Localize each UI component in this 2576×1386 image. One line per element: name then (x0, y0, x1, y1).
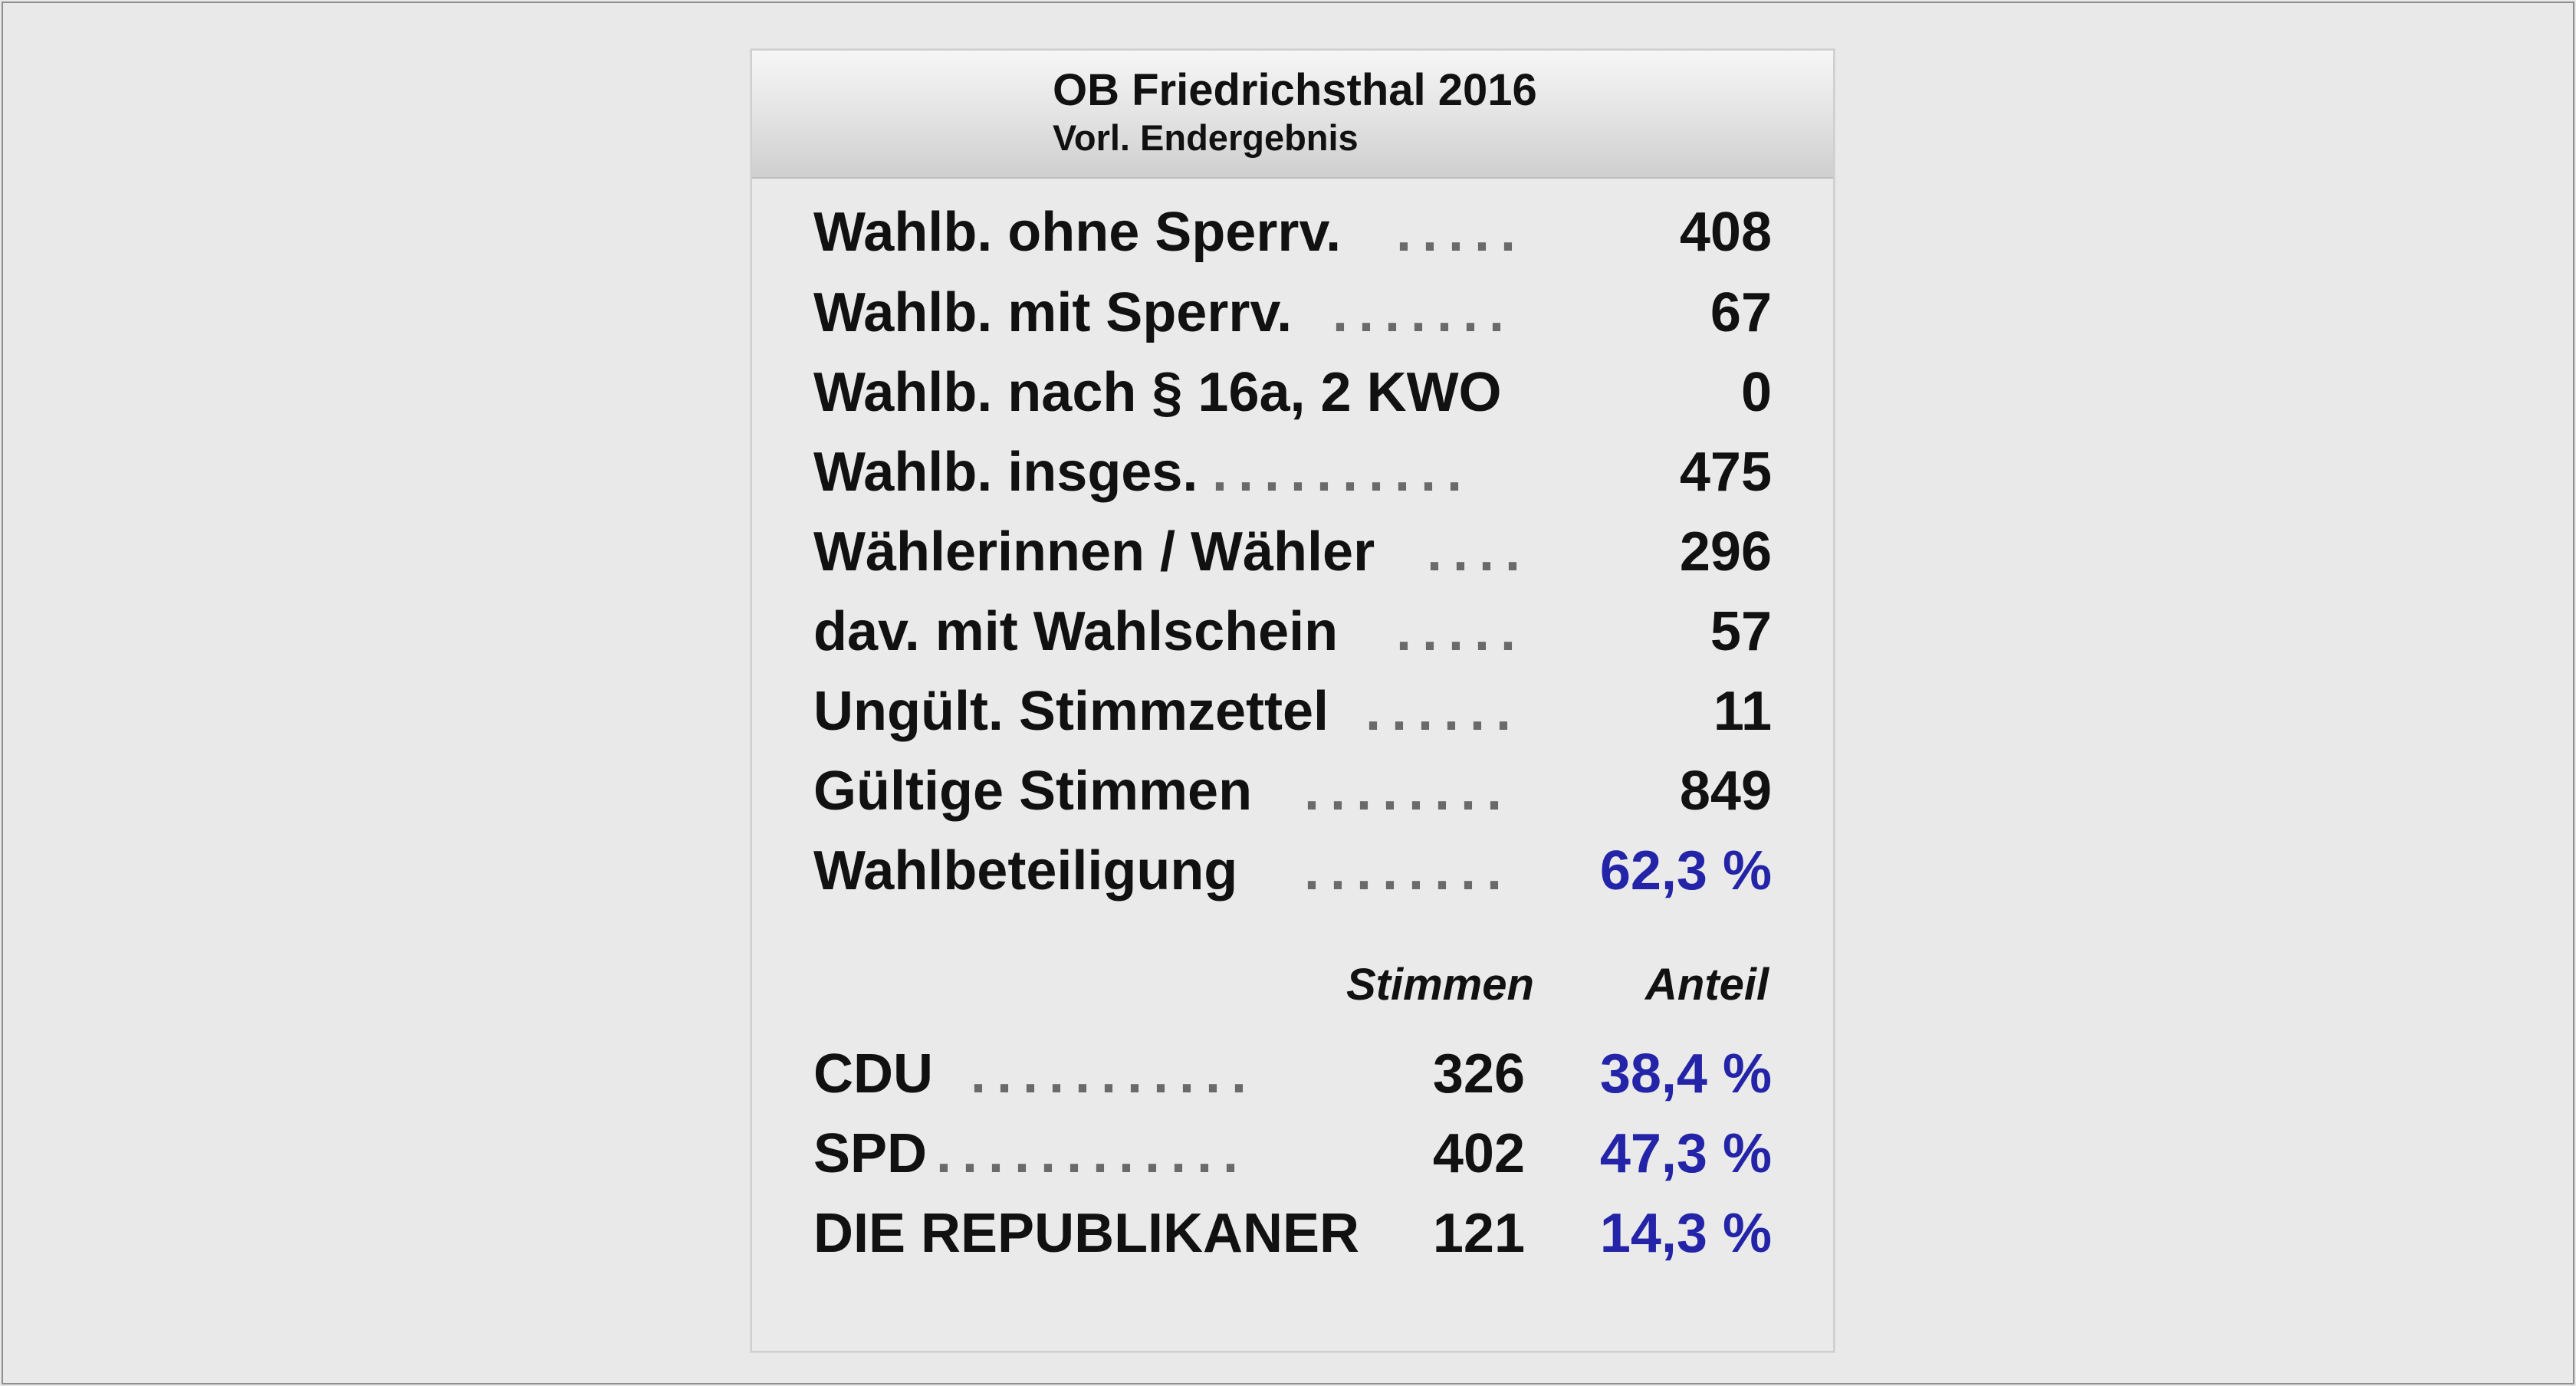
party-row: SPD ............ 402 47,3 % (813, 1119, 1772, 1188)
stat-label: Wahlb. nach § 16a, 2 KWO (813, 362, 1502, 423)
stat-value: 475 (1679, 442, 1772, 503)
leader-dots: ........ (1304, 840, 1513, 902)
stat-row: Wählerinnen / Wähler .... 296 (813, 517, 1772, 586)
leader-dots: ........ (1304, 760, 1513, 822)
stat-value: 67 (1710, 282, 1772, 343)
leader-dots: ..... (1396, 601, 1527, 662)
leader-dots: ..... (1396, 202, 1527, 263)
party-name: DIE REPUBLIKANER (813, 1203, 1360, 1264)
stat-row: Wahlb. insges. .......... 475 (813, 438, 1772, 507)
stat-row: dav. mit Wahlschein ..... 57 (813, 597, 1772, 666)
stat-row: Wahlb. ohne Sperrv. ..... 408 (813, 198, 1772, 267)
votes-column-header: Stimmen (1346, 960, 1534, 1010)
party-votes: 326 (1432, 1043, 1525, 1105)
stat-label: Wahlb. insges. (813, 442, 1198, 503)
leader-dots: ............ (936, 1123, 1250, 1184)
results-panel: OB Friedrichsthal 2016 Vorl. Endergebnis… (751, 49, 1835, 1352)
stat-value: 57 (1710, 601, 1772, 662)
panel-header: OB Friedrichsthal 2016 Vorl. Endergebnis (752, 51, 1833, 179)
stat-label: Wählerinnen / Wähler (813, 521, 1375, 583)
party-share: 38,4 % (1599, 1043, 1772, 1105)
party-share: 14,3 % (1599, 1203, 1772, 1264)
stat-label: Ungült. Stimmzettel (813, 681, 1329, 742)
stat-label: Gültige Stimmen (813, 760, 1253, 822)
stat-label: Wahlb. ohne Sperrv. (813, 202, 1342, 263)
leader-dots: ...... (1365, 681, 1523, 742)
leader-dots: ........... (971, 1043, 1258, 1105)
turnout-value: 62,3 % (1599, 840, 1772, 902)
party-name: CDU (813, 1043, 933, 1105)
stat-row: Ungült. Stimmzettel ...... 11 (813, 677, 1772, 746)
leader-dots: .... (1427, 521, 1532, 583)
stat-row: Gültige Stimmen ........ 849 (813, 757, 1772, 826)
party-votes: 121 (1432, 1203, 1525, 1264)
result-status: Vorl. Endergebnis (1053, 117, 1359, 158)
party-votes: 402 (1432, 1123, 1525, 1184)
stat-row: Wahlb. mit Sperrv. ....... 67 (813, 278, 1772, 347)
turnout-row: Wahlbeteiligung ........ 62,3 % (813, 836, 1772, 905)
party-row: CDU ........... 326 38,4 % (813, 1040, 1772, 1108)
party-name: SPD (813, 1123, 928, 1184)
election-title: OB Friedrichsthal 2016 (1053, 65, 1537, 115)
stat-label: dav. mit Wahlschein (813, 601, 1339, 662)
share-column-header: Anteil (1645, 960, 1769, 1010)
party-row: DIE REPUBLIKANER 121 14,3 % (813, 1199, 1772, 1268)
stat-value: 11 (1713, 681, 1772, 742)
leader-dots: ....... (1332, 282, 1516, 343)
party-share: 47,3 % (1599, 1123, 1772, 1184)
stat-value: 408 (1679, 202, 1772, 263)
stat-label: Wahlb. mit Sperrv. (813, 282, 1293, 343)
stat-value: 849 (1679, 760, 1772, 822)
stat-row: Wahlb. nach § 16a, 2 KWO 0 (813, 358, 1772, 427)
stat-value: 296 (1679, 521, 1772, 583)
stat-value: 0 (1740, 362, 1772, 423)
stat-label: Wahlbeteiligung (813, 840, 1238, 902)
leader-dots: .......... (1212, 442, 1474, 503)
